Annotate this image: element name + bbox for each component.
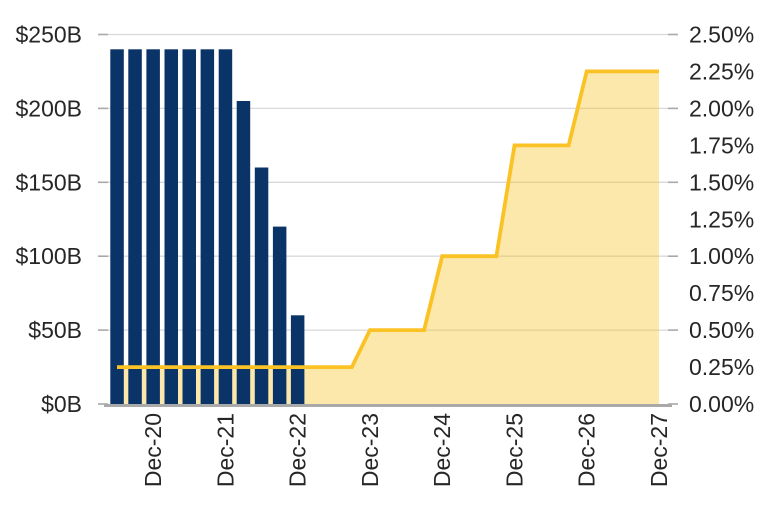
x-axis-label: Dec-26 — [574, 413, 600, 487]
left-axis-label: $100B — [15, 243, 82, 269]
right-axis-label: 0.75% — [689, 280, 754, 306]
x-axis-label: Dec-20 — [140, 413, 166, 487]
right-axis-label: 2.25% — [689, 58, 754, 84]
right-axis-label: 1.00% — [689, 243, 754, 269]
right-axis-label: 2.00% — [689, 95, 754, 121]
bar — [200, 49, 215, 405]
x-axis-label: Dec-21 — [212, 413, 238, 487]
right-axis-label: 1.50% — [689, 169, 754, 195]
x-axis-label: Dec-23 — [357, 413, 383, 487]
bar — [254, 167, 269, 404]
bar — [164, 49, 178, 405]
right-axis-label: 2.50% — [689, 22, 754, 48]
x-axis-label: Dec-25 — [501, 413, 527, 487]
left-axis-label: $150B — [15, 169, 82, 195]
x-axis-label: Dec-27 — [646, 413, 672, 487]
bar — [110, 49, 124, 405]
bar — [146, 49, 160, 405]
right-axis-label: 1.75% — [689, 132, 754, 158]
right-axis-label: 1.25% — [689, 206, 754, 232]
x-axis-label: Dec-22 — [285, 413, 311, 487]
bar — [182, 49, 196, 405]
x-axis-label: Dec-24 — [429, 413, 455, 487]
bar — [290, 315, 305, 404]
rate-line — [117, 69, 659, 369]
left-axis-label: $250B — [15, 22, 82, 48]
right-axis-label: 0.25% — [689, 354, 754, 380]
bar — [272, 226, 287, 404]
rate-area — [117, 71, 659, 405]
left-axis-label: $0B — [41, 391, 82, 417]
bar — [218, 49, 233, 405]
right-axis-label: 0.50% — [689, 317, 754, 343]
bar — [128, 49, 142, 405]
bar — [236, 101, 251, 404]
left-axis-label: $50B — [28, 317, 82, 343]
right-axis-label: 0.00% — [689, 391, 754, 417]
left-axis-label: $200B — [15, 95, 82, 121]
